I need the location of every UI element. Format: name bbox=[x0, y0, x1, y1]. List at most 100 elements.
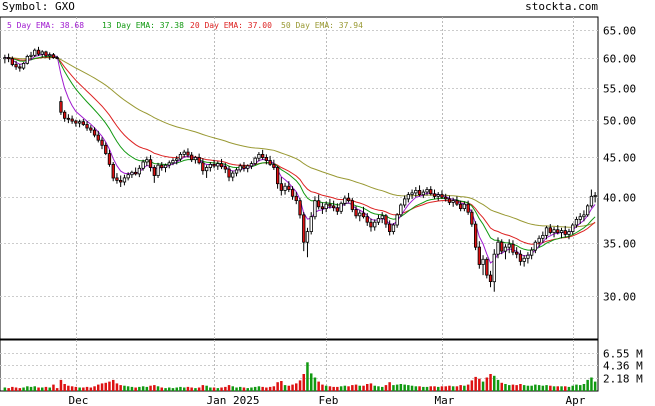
volume-bar bbox=[141, 386, 145, 391]
candle-up bbox=[462, 203, 467, 209]
candle-down bbox=[10, 58, 15, 65]
candle-up bbox=[399, 204, 403, 216]
volume-bar bbox=[22, 387, 25, 391]
candle-up bbox=[78, 121, 82, 124]
candle-up bbox=[130, 171, 134, 176]
candle-up bbox=[421, 191, 426, 196]
candle-up bbox=[238, 165, 242, 171]
candle-down bbox=[556, 229, 560, 233]
volume-bar bbox=[451, 386, 455, 391]
candle-down bbox=[488, 274, 493, 283]
volume-bar bbox=[85, 386, 89, 391]
volume-bar bbox=[224, 386, 227, 391]
volume-bar bbox=[55, 388, 59, 391]
candle-down bbox=[473, 223, 478, 248]
volume-bar bbox=[197, 387, 201, 391]
candle-down bbox=[328, 203, 332, 207]
candle-up bbox=[436, 194, 440, 197]
candle-down bbox=[51, 54, 56, 59]
candle-up bbox=[253, 157, 257, 164]
candle-down bbox=[70, 118, 74, 122]
volume-bar bbox=[537, 385, 541, 391]
volume-bar bbox=[227, 385, 231, 391]
candle-down bbox=[160, 164, 164, 168]
candle-down bbox=[242, 165, 246, 169]
volume-bar bbox=[265, 387, 268, 391]
volume-bar bbox=[321, 384, 324, 391]
volume-bar bbox=[153, 385, 156, 391]
volume-bar bbox=[358, 385, 361, 391]
volume-bar bbox=[74, 386, 78, 391]
volume-bar bbox=[115, 383, 119, 391]
site-name: stockta.com bbox=[525, 0, 598, 13]
volume-bar bbox=[489, 374, 492, 391]
volume-bar bbox=[48, 387, 51, 391]
candle-down bbox=[223, 166, 228, 170]
candle-down bbox=[44, 51, 48, 57]
volume-bar bbox=[231, 386, 234, 391]
candle-up bbox=[402, 198, 407, 206]
volume-bar bbox=[306, 362, 309, 391]
candle-up bbox=[246, 165, 250, 169]
volume-grid bbox=[0, 340, 598, 391]
volume-bar bbox=[395, 384, 399, 391]
candle-down bbox=[287, 185, 291, 190]
price-tick-label: 60.00 bbox=[603, 53, 636, 66]
volume-bar bbox=[362, 385, 365, 391]
candle-down bbox=[361, 212, 366, 218]
volume-bar bbox=[97, 384, 100, 391]
legend-ema-50: 50 Day EMA: 37.94 bbox=[281, 21, 363, 30]
candle-down bbox=[290, 189, 295, 197]
volume-bar bbox=[164, 388, 167, 391]
volume-bar bbox=[381, 386, 384, 391]
candle-down bbox=[14, 64, 18, 68]
candle-down bbox=[275, 167, 280, 185]
volume-bar bbox=[369, 383, 373, 391]
candle-up bbox=[586, 205, 590, 216]
volume-bar bbox=[186, 386, 190, 391]
candle-down bbox=[59, 101, 63, 113]
candle-up bbox=[541, 234, 545, 239]
volume-tick-label: 2.18 M bbox=[603, 373, 643, 386]
candle-up bbox=[544, 227, 549, 236]
volume-bar bbox=[504, 384, 507, 391]
candle-down bbox=[36, 49, 41, 55]
candle-down bbox=[201, 162, 205, 172]
volume-bar bbox=[183, 387, 186, 391]
candle-up bbox=[582, 214, 586, 218]
volume-bar bbox=[310, 373, 313, 391]
candle-up bbox=[313, 200, 317, 218]
candle-down bbox=[470, 211, 474, 225]
candle-up bbox=[533, 241, 537, 251]
candle-up bbox=[343, 197, 347, 204]
volume-bar bbox=[149, 385, 152, 391]
volume-bar bbox=[93, 386, 96, 391]
candle-down bbox=[107, 153, 112, 165]
volume-bar bbox=[463, 385, 466, 391]
candle-down bbox=[89, 127, 93, 131]
candle-down bbox=[219, 163, 224, 168]
volume-bar bbox=[579, 385, 582, 391]
volume-bar bbox=[343, 385, 347, 391]
volume-bar bbox=[242, 387, 246, 391]
candlesticks bbox=[3, 46, 597, 292]
volume-bar bbox=[63, 384, 66, 391]
price-axis: 65.00 60.00 55.00 50.00 45.00 40.00 35.00 30.00 bbox=[603, 25, 636, 304]
candle-up bbox=[324, 203, 328, 209]
volume-bar bbox=[239, 386, 242, 391]
candle-up bbox=[496, 241, 500, 255]
volume-axis: 6.55 M4.36 M2.18 M bbox=[603, 348, 643, 386]
candle-down bbox=[197, 156, 201, 164]
price-tick-label: 30.00 bbox=[603, 291, 636, 304]
candle-up bbox=[593, 195, 597, 197]
volume-bar bbox=[567, 386, 571, 391]
volume-bar bbox=[268, 386, 272, 391]
candle-down bbox=[92, 129, 97, 136]
volume-bar bbox=[496, 379, 500, 391]
volume-bar bbox=[478, 378, 481, 391]
candle-up bbox=[29, 54, 33, 57]
legend-ema-20: 20 Day EMA: 37.00 bbox=[190, 21, 272, 30]
volume-bar bbox=[11, 386, 14, 391]
